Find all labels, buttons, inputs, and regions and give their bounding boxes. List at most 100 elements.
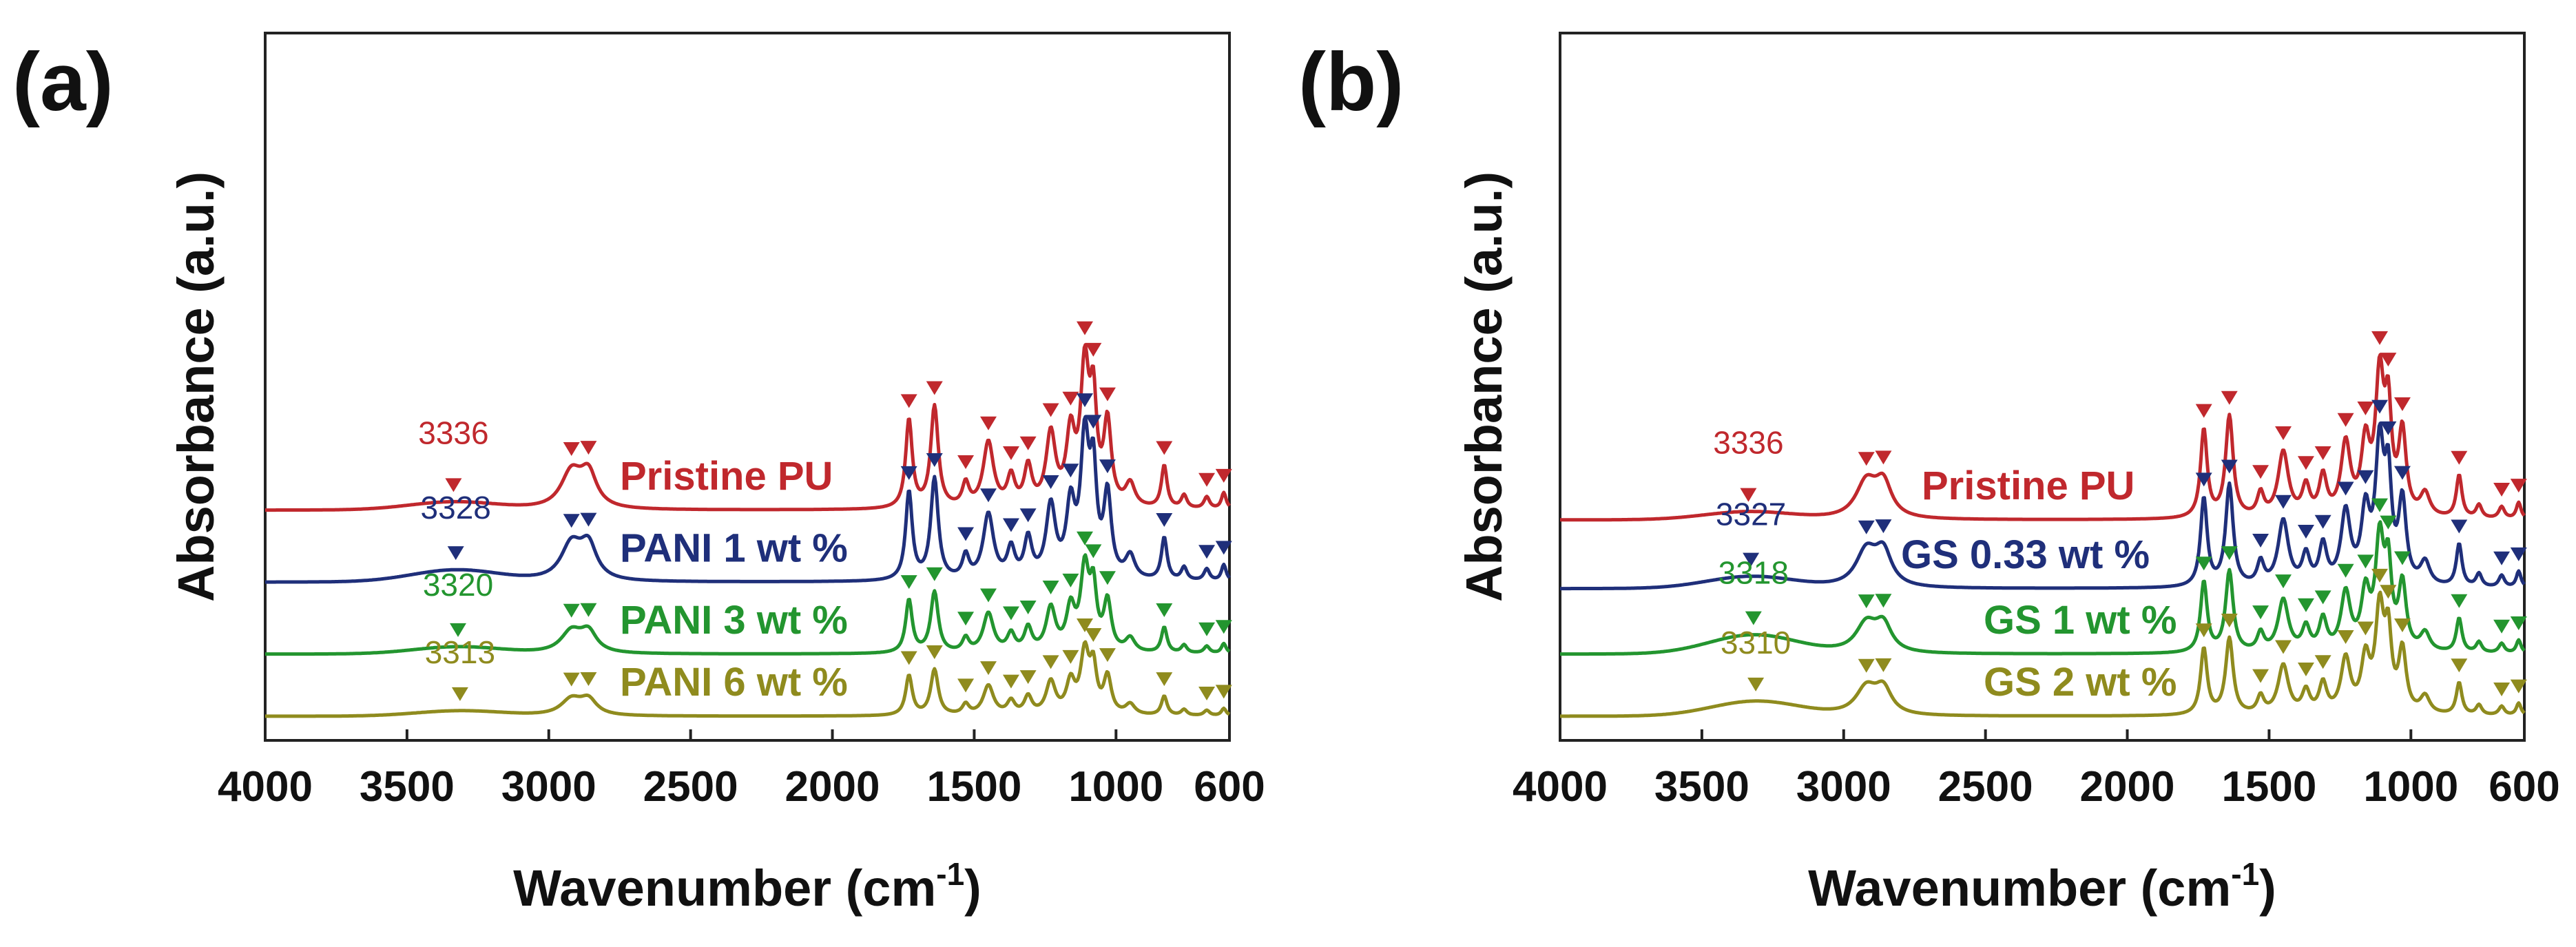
x-tick-label: 2000 — [2080, 763, 2175, 811]
series-3: 3313 PANI 6 wt % — [264, 618, 1232, 718]
peak-marker — [2297, 598, 2314, 612]
peak-marker — [900, 466, 917, 480]
peak-marker — [2297, 662, 2314, 676]
peak-marker — [1099, 459, 1116, 474]
peak-marker — [1042, 580, 1059, 594]
x-axis-title-close: ) — [964, 860, 981, 917]
x-axis-title-main: Wavenumber (cm — [513, 860, 936, 917]
oh-peak-marker — [451, 687, 468, 701]
peak-marker — [1156, 512, 1173, 527]
peak-marker — [2451, 594, 2468, 608]
oh-peak-label: 3310 — [1721, 625, 1791, 660]
x-tick-label: 600 — [1194, 763, 1265, 811]
x-tick-label: 2500 — [1938, 763, 2033, 811]
peak-marker — [2451, 450, 2468, 465]
x-tick-label: 1000 — [1068, 763, 1163, 811]
peak-marker — [2314, 514, 2331, 529]
peak-marker — [2371, 498, 2388, 512]
series-2: 3320 PANI 3 wt % — [264, 531, 1232, 656]
peak-marker — [1019, 670, 1037, 685]
series-label: GS 1 wt % — [1984, 598, 2177, 643]
peak-marker — [2451, 658, 2468, 673]
peak-marker — [580, 512, 597, 527]
peak-marker — [957, 612, 975, 626]
series-label: PANI 3 wt % — [620, 598, 848, 643]
oh-peak-label: 3327 — [1716, 497, 1786, 532]
peak-marker — [1858, 594, 1875, 609]
peak-marker — [2371, 331, 2388, 345]
peak-marker — [1858, 658, 1875, 673]
peak-marker — [580, 441, 597, 455]
x-axis-title-close: ) — [2259, 860, 2276, 917]
peak-marker — [1077, 531, 1093, 545]
peak-marker — [1062, 649, 1079, 664]
peak-marker — [2510, 616, 2527, 631]
peak-marker — [1002, 446, 1019, 461]
peak-marker — [1019, 600, 1037, 614]
peak-marker — [1198, 622, 1216, 636]
peak-marker — [2195, 623, 2212, 638]
x-tick-label: 1500 — [926, 763, 1021, 811]
peak-marker — [980, 588, 997, 603]
peak-marker — [1198, 472, 1216, 487]
peak-marker — [2252, 605, 2269, 620]
series-label: PANI 6 wt % — [620, 660, 848, 705]
series-label: GS 0.33 wt % — [1901, 532, 2150, 577]
panel-label: (b) — [1298, 36, 1404, 128]
x-tick-label: 1000 — [2363, 763, 2458, 811]
oh-peak-marker — [1747, 677, 1765, 691]
oh-peak-marker — [445, 478, 462, 492]
series-line — [1559, 422, 2526, 591]
series-0: 3336 Pristine PU — [264, 321, 1232, 512]
peak-marker — [2357, 554, 2374, 569]
series-line — [264, 415, 1231, 584]
peak-marker — [2195, 404, 2212, 418]
peak-marker — [563, 441, 580, 456]
peak-marker — [1085, 627, 1102, 642]
peak-marker — [957, 455, 975, 469]
peak-marker — [2337, 630, 2354, 645]
peak-marker — [1875, 658, 1892, 672]
oh-peak-label: 3320 — [423, 567, 493, 603]
peak-marker — [2252, 465, 2269, 479]
peak-marker — [2297, 456, 2314, 470]
peak-marker — [1215, 685, 1232, 699]
x-tick-label: 2000 — [785, 763, 880, 811]
peak-marker — [2275, 574, 2292, 589]
peak-marker — [1875, 594, 1892, 608]
peak-marker — [1062, 464, 1079, 478]
peak-marker — [2275, 640, 2292, 654]
peak-marker — [957, 527, 975, 541]
series-label: GS 2 wt % — [1984, 660, 2177, 705]
peak-marker — [2493, 482, 2511, 497]
peak-marker — [580, 603, 597, 617]
peak-marker — [2314, 446, 2331, 461]
peak-marker — [980, 488, 997, 503]
oh-peak-marker — [1743, 552, 1760, 567]
series-label: Pristine PU — [1922, 464, 2134, 508]
peak-marker — [2314, 655, 2331, 669]
peak-marker — [2252, 533, 2269, 548]
panel-label: (a) — [12, 36, 114, 128]
peak-marker — [2451, 519, 2468, 534]
peak-marker — [2510, 679, 2527, 694]
peak-marker — [2221, 391, 2238, 405]
series-1: 3328 PANI 1 wt % — [264, 393, 1232, 584]
x-axis-title-sup: -1 — [2231, 856, 2259, 892]
peak-marker — [926, 567, 943, 581]
series-0: 3336 Pristine PU — [1559, 331, 2527, 522]
series-label: PANI 1 wt % — [620, 525, 848, 570]
peak-marker — [1858, 452, 1875, 466]
oh-peak-marker — [447, 546, 464, 561]
peak-marker — [1875, 450, 1892, 465]
chart-panel-a: (a) Absorbance (a.u.) 4000 3500 3000 2500 2000… — [12, 32, 1265, 917]
peak-marker — [2337, 563, 2354, 578]
peak-marker — [1042, 403, 1059, 417]
peak-marker — [2380, 515, 2397, 530]
oh-peak-marker — [1740, 488, 1757, 502]
chart-panel-b: (b) Absorbance (a.u.) 4000 3500 3000 2500 2000… — [1298, 32, 2560, 917]
peak-marker — [2275, 495, 2292, 509]
x-tick-label: 3500 — [1654, 763, 1749, 811]
peak-marker — [2510, 547, 2527, 561]
peak-marker — [2393, 397, 2411, 411]
